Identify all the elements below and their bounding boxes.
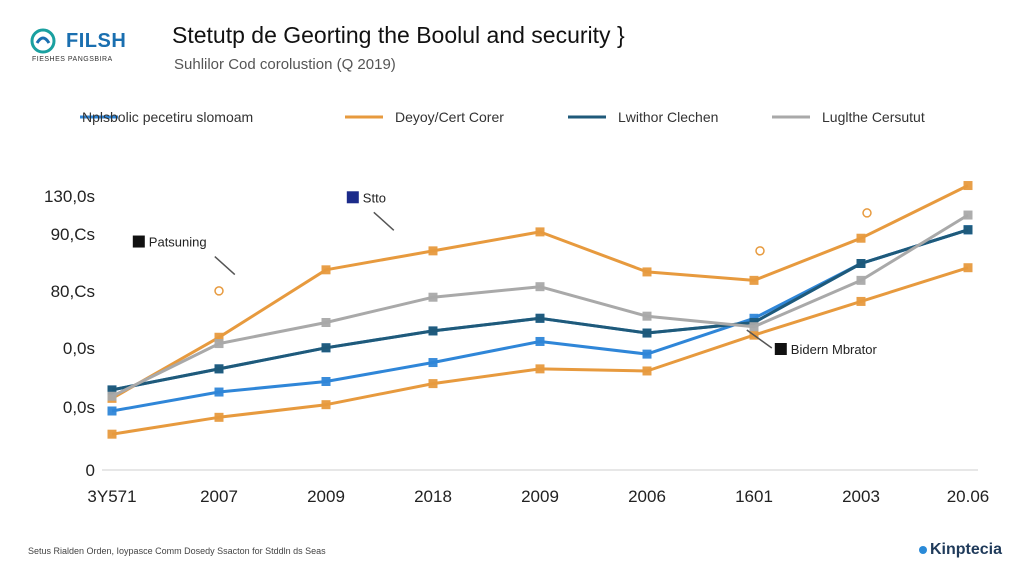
x-tick-label-0: 3Y571 (87, 487, 136, 506)
annotation-leader-2 (746, 329, 773, 349)
x-tick-label-5: 2006 (628, 487, 666, 506)
series-2-point-1 (214, 332, 224, 342)
series-3-point-5 (642, 366, 652, 376)
series-1-point-1 (214, 387, 224, 397)
series-4-point-4 (535, 313, 545, 323)
series-3-point-1 (214, 412, 224, 422)
x-tick-label-7: 2003 (842, 487, 880, 506)
x-tick-label-6: 1601 (735, 487, 773, 506)
logo-text: FILSH (66, 30, 127, 52)
annotation-label-0: Stto (363, 190, 386, 205)
series-4-point-2 (321, 343, 331, 353)
series-3-point-0 (107, 429, 117, 439)
y-tick-label-3: 80,Cs (51, 282, 95, 301)
series-5-point-0 (107, 391, 117, 401)
y-tick-label-1: 0,0s (63, 398, 95, 417)
series-3-point-2 (321, 400, 331, 410)
logo-subtext: FIESHES PANGSBIRA (32, 56, 113, 63)
logo-icon (30, 28, 56, 54)
series-4-point-5 (642, 328, 652, 338)
series-2-point-3 (428, 246, 438, 256)
series-4-point-1 (214, 364, 224, 374)
legend-label-3: Luglthe Cersutut (822, 109, 925, 125)
x-tick-label-2: 2009 (307, 487, 345, 506)
series-5-point-8 (963, 210, 973, 220)
series-2-point-4 (535, 227, 545, 237)
series-5-point-2 (321, 318, 331, 327)
annotation-marker-icon-1 (755, 246, 765, 256)
annotation-box-1 (132, 235, 145, 248)
y-tick-label-2: 0,0s (63, 339, 95, 358)
series-3-point-4 (535, 364, 545, 374)
chart-subtitle: Suhlilor Cod corolustion (Q 2019) (174, 56, 396, 73)
annotation-box-0 (346, 191, 359, 204)
annotation-leader-1 (214, 255, 236, 276)
brand-logo: FILSH FIESHES PANGSBIRA (30, 26, 150, 66)
series-4-point-0 (107, 385, 117, 395)
chart-title: Stetutp de Georting the Boolul and secur… (172, 22, 625, 48)
series-2-point-7 (856, 233, 866, 243)
footer-note: Setus Rialden Orden, Ioypasce Comm Dosed… (28, 546, 326, 556)
series-2-point-6 (749, 275, 759, 285)
annotation-label-2: Bidern Mbrator (791, 342, 878, 357)
series-3-point-7 (856, 296, 866, 306)
footer-brand-label: Kinptecia (929, 541, 1002, 558)
series-3-point-8 (963, 263, 973, 273)
series-5-point-5 (642, 311, 652, 321)
series-4-point-7 (856, 259, 866, 268)
series-2-point-2 (321, 265, 331, 275)
legend-label-1: Deyoy/Cert Corer (395, 109, 504, 125)
legend-label-0: Nplsbolic pecetiru slomoam (82, 109, 253, 125)
series-5-point-6 (749, 322, 759, 332)
series-2-point-8 (963, 181, 973, 191)
series-5-point-1 (214, 339, 224, 349)
x-tick-label-8: 20.06 (947, 487, 990, 506)
annotation-box-2 (774, 343, 787, 355)
series-4-point-8 (963, 225, 973, 235)
annotation-label-1: Patsuning (149, 235, 207, 250)
series-1-point-4 (535, 336, 545, 346)
series-3-point-3 (428, 379, 438, 389)
series-1-point-3 (428, 358, 438, 368)
y-tick-label-4: 90,Cs (51, 225, 95, 244)
annotation-marker-icon-2 (862, 208, 872, 218)
legend-label-2: Lwithor Clechen (618, 109, 718, 125)
y-tick-label-5: 130,0s (44, 187, 95, 206)
series-2-point-5 (642, 267, 652, 277)
series-5-point-7 (856, 275, 866, 285)
series-5-point-3 (428, 292, 438, 302)
series-1-point-0 (107, 406, 117, 416)
line-chart: Nplsbolic pecetiru slomoam Deyoy/Cert Cor… (44, 109, 990, 506)
series-5-point-4 (535, 282, 545, 292)
series-1-point-5 (642, 349, 652, 359)
annotation-leader-0 (373, 211, 395, 231)
brand-dot-icon (918, 545, 927, 554)
x-tick-label-3: 2018 (414, 487, 452, 506)
y-tick-label-0: 0 (86, 461, 95, 480)
annotation-marker-icon-0 (214, 286, 224, 296)
x-tick-label-1: 2007 (200, 487, 238, 506)
series-1-point-2 (321, 377, 331, 386)
x-tick-label-4: 2009 (521, 487, 559, 506)
footer-brand: Kinptecia (918, 541, 1002, 559)
series-4-point-3 (428, 326, 438, 336)
